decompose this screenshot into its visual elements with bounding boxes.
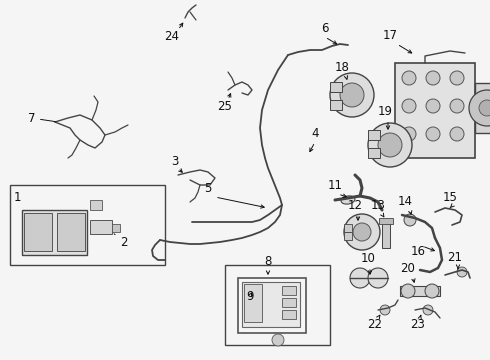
Bar xyxy=(57,213,85,251)
Circle shape xyxy=(450,127,464,141)
Text: 13: 13 xyxy=(370,199,386,212)
Text: 14: 14 xyxy=(397,195,413,208)
Bar xyxy=(344,232,352,240)
Circle shape xyxy=(401,284,415,298)
Circle shape xyxy=(344,214,380,250)
Bar xyxy=(400,286,440,296)
Text: 18: 18 xyxy=(335,61,349,74)
Circle shape xyxy=(353,223,371,241)
Text: 4: 4 xyxy=(311,127,319,140)
Circle shape xyxy=(450,99,464,113)
Text: 11: 11 xyxy=(327,179,343,192)
Circle shape xyxy=(469,90,490,126)
Circle shape xyxy=(380,305,390,315)
Text: 10: 10 xyxy=(361,252,375,265)
Circle shape xyxy=(402,71,416,85)
Bar xyxy=(330,100,342,110)
Bar xyxy=(22,210,87,255)
Bar xyxy=(282,310,296,319)
Circle shape xyxy=(426,71,440,85)
Bar xyxy=(282,298,296,307)
Bar xyxy=(112,224,120,232)
Bar xyxy=(330,82,342,92)
Circle shape xyxy=(426,99,440,113)
Circle shape xyxy=(368,268,388,288)
Bar xyxy=(225,265,330,345)
Text: 23: 23 xyxy=(411,318,425,331)
Circle shape xyxy=(402,99,416,113)
Text: 25: 25 xyxy=(218,100,232,113)
Text: 15: 15 xyxy=(442,191,458,204)
Bar xyxy=(475,83,490,133)
Text: 21: 21 xyxy=(447,251,463,264)
Text: 20: 20 xyxy=(400,262,416,275)
Ellipse shape xyxy=(341,196,355,204)
Text: 6: 6 xyxy=(321,22,329,35)
Text: 5: 5 xyxy=(204,182,212,195)
Circle shape xyxy=(368,123,412,167)
Text: 24: 24 xyxy=(165,30,179,43)
Bar xyxy=(379,218,393,224)
Bar xyxy=(382,220,390,248)
Bar xyxy=(368,148,380,158)
Text: 3: 3 xyxy=(172,155,179,168)
Circle shape xyxy=(402,127,416,141)
Bar xyxy=(90,220,112,234)
Text: 16: 16 xyxy=(411,245,425,258)
Bar xyxy=(24,213,52,251)
Bar xyxy=(10,185,165,265)
Circle shape xyxy=(450,71,464,85)
Text: 8: 8 xyxy=(264,255,271,268)
Circle shape xyxy=(457,267,467,277)
Circle shape xyxy=(479,100,490,116)
Circle shape xyxy=(350,268,370,288)
Text: 19: 19 xyxy=(377,105,392,118)
Bar xyxy=(344,224,352,232)
Circle shape xyxy=(272,334,284,346)
Circle shape xyxy=(340,83,364,107)
Circle shape xyxy=(423,305,433,315)
Text: 17: 17 xyxy=(383,29,397,42)
Circle shape xyxy=(330,73,374,117)
Text: 7: 7 xyxy=(27,112,55,125)
Text: 9: 9 xyxy=(246,289,253,302)
Bar xyxy=(395,63,475,158)
Circle shape xyxy=(425,284,439,298)
Circle shape xyxy=(426,127,440,141)
Text: 22: 22 xyxy=(368,318,383,331)
Text: 12: 12 xyxy=(347,199,363,212)
Bar xyxy=(242,282,300,327)
Bar xyxy=(238,278,306,333)
Text: 2: 2 xyxy=(114,234,127,248)
Text: 1: 1 xyxy=(14,191,22,204)
Bar xyxy=(368,130,380,140)
Bar xyxy=(244,284,262,322)
Bar xyxy=(90,200,102,210)
Circle shape xyxy=(378,133,402,157)
Bar xyxy=(282,286,296,295)
Circle shape xyxy=(404,214,416,226)
